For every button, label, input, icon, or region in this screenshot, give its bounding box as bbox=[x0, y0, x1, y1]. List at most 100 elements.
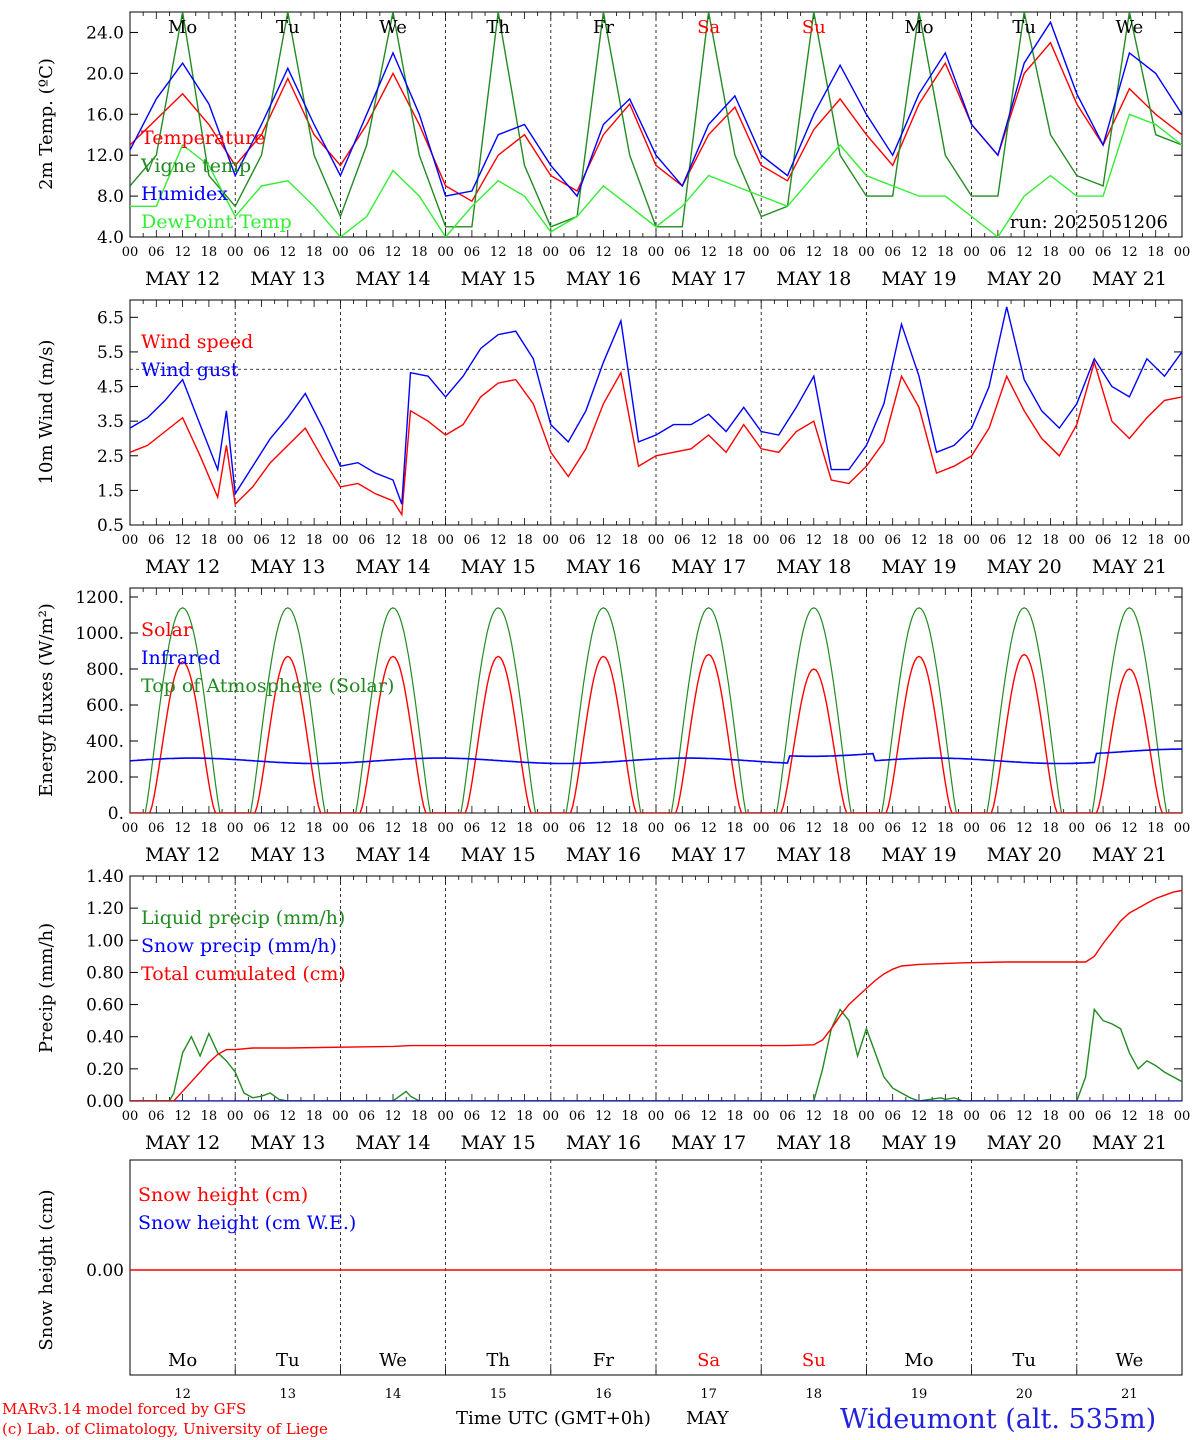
hour-tick-label: 06 bbox=[148, 245, 165, 260]
weekday-label: Tu bbox=[276, 17, 300, 38]
hour-tick-label: 18 bbox=[727, 1109, 744, 1124]
date-label: MAY 21 bbox=[1092, 1132, 1167, 1154]
hour-tick-label: 18 bbox=[516, 1109, 533, 1124]
hour-tick-label: 12 bbox=[806, 1109, 823, 1124]
hour-tick-label: 12 bbox=[911, 821, 928, 836]
hour-tick-label: 12 bbox=[1121, 821, 1138, 836]
date-label: MAY 16 bbox=[566, 556, 641, 578]
date-label: MAY 18 bbox=[776, 556, 851, 578]
hour-tick-label: 18 bbox=[621, 245, 638, 260]
hour-tick-label: 18 bbox=[1042, 245, 1059, 260]
hour-tick-label: 18 bbox=[832, 245, 849, 260]
hour-tick-label: 00 bbox=[753, 245, 770, 260]
day-number-label: 17 bbox=[700, 1387, 717, 1402]
date-label: MAY 20 bbox=[987, 844, 1062, 866]
hour-tick-label: 06 bbox=[884, 1109, 901, 1124]
legend-entry: DewPoint Temp bbox=[141, 211, 292, 233]
hour-tick-label: 06 bbox=[1095, 1109, 1112, 1124]
weekday-label: Su bbox=[802, 17, 826, 38]
hour-tick-label: 00 bbox=[753, 821, 770, 836]
hour-tick-label: 18 bbox=[621, 533, 638, 548]
day-number-label: 12 bbox=[174, 1387, 191, 1402]
plot-frame bbox=[129, 299, 1183, 526]
hour-tick-label: 06 bbox=[884, 245, 901, 260]
hour-tick-label: 12 bbox=[595, 1109, 612, 1124]
hour-tick-label: 06 bbox=[674, 1109, 691, 1124]
credit-line-1: MARv3.14 model forced by GFS bbox=[2, 1400, 246, 1418]
hour-tick-label: 06 bbox=[884, 821, 901, 836]
hour-tick-label: 06 bbox=[358, 1109, 375, 1124]
date-label: MAY 19 bbox=[881, 1132, 956, 1154]
y-tick-label: 0.00 bbox=[86, 1092, 124, 1112]
y-tick-label: 12.0 bbox=[86, 146, 124, 166]
hour-tick-label: 12 bbox=[911, 245, 928, 260]
y-tick-label: 0. bbox=[108, 804, 124, 824]
hour-tick-label: 00 bbox=[543, 245, 560, 260]
hour-tick-label: 12 bbox=[700, 245, 717, 260]
legend-entry: Humidex bbox=[141, 183, 228, 205]
date-label: MAY 14 bbox=[355, 1132, 430, 1154]
weekday-label: Mo bbox=[168, 17, 197, 38]
y-tick-label: 0.20 bbox=[86, 1060, 124, 1080]
hour-tick-label: 00 bbox=[543, 821, 560, 836]
y-tick-label: 1.20 bbox=[86, 899, 124, 919]
date-label: MAY 19 bbox=[881, 268, 956, 290]
y-tick-label: 0.80 bbox=[86, 963, 124, 983]
y-axis-label: Energy fluxes (W/m²) bbox=[36, 603, 57, 797]
hour-tick-label: 06 bbox=[674, 821, 691, 836]
hour-tick-label: 06 bbox=[148, 1109, 165, 1124]
hour-tick-label: 00 bbox=[858, 821, 875, 836]
hour-tick-label: 06 bbox=[253, 245, 270, 260]
date-label: MAY 17 bbox=[671, 1132, 746, 1154]
hour-tick-label: 18 bbox=[1042, 533, 1059, 548]
hour-tick-label: 18 bbox=[832, 533, 849, 548]
y-tick-label: 2.5 bbox=[97, 447, 124, 467]
hour-tick-label: 06 bbox=[148, 821, 165, 836]
y-tick-label: 6.5 bbox=[97, 308, 124, 328]
hour-tick-label: 12 bbox=[490, 821, 507, 836]
date-label: MAY 21 bbox=[1092, 268, 1167, 290]
hour-tick-label: 06 bbox=[674, 245, 691, 260]
legend-entry: Temperature bbox=[141, 127, 265, 149]
hour-tick-label: 00 bbox=[858, 1109, 875, 1124]
hour-tick-label: 18 bbox=[306, 533, 323, 548]
date-label: MAY 20 bbox=[987, 268, 1062, 290]
hour-tick-label: 06 bbox=[674, 533, 691, 548]
y-tick-label: 8.0 bbox=[97, 187, 124, 207]
hour-tick-label: 12 bbox=[806, 533, 823, 548]
hour-tick-label: 00 bbox=[753, 533, 770, 548]
hour-tick-label: 00 bbox=[227, 245, 244, 260]
hour-tick-label: 18 bbox=[201, 821, 218, 836]
weekday-label: Sa bbox=[697, 1350, 720, 1371]
hour-tick-label: 06 bbox=[464, 245, 481, 260]
weekday-label: We bbox=[379, 17, 407, 38]
hour-tick-label: 00 bbox=[753, 1109, 770, 1124]
y-tick-label: 400. bbox=[86, 732, 124, 752]
hour-tick-label: 12 bbox=[1121, 245, 1138, 260]
weekday-label: We bbox=[1116, 17, 1144, 38]
date-label: MAY 15 bbox=[461, 268, 536, 290]
legend-entry: Snow height (cm) bbox=[138, 1184, 308, 1206]
y-tick-label: 1.00 bbox=[86, 931, 124, 951]
weekday-label: Tu bbox=[1012, 17, 1036, 38]
hour-tick-label: 12 bbox=[385, 245, 402, 260]
date-label: MAY 12 bbox=[145, 556, 220, 578]
date-label: MAY 18 bbox=[776, 1132, 851, 1154]
x-axis-label: Time UTC (GMT+0h) bbox=[456, 1408, 651, 1429]
hour-tick-label: 00 bbox=[437, 1109, 454, 1124]
hour-tick-label: 12 bbox=[490, 245, 507, 260]
panel-3: 0. 200. 400. 600. 800. 1000. 1200. Energy fluxe… bbox=[36, 587, 1190, 866]
day-number-label: 15 bbox=[490, 1387, 507, 1402]
hour-tick-label: 06 bbox=[569, 245, 586, 260]
date-label: MAY 21 bbox=[1092, 844, 1167, 866]
hour-tick-label: 18 bbox=[832, 1109, 849, 1124]
y-tick-label: 24.0 bbox=[86, 23, 124, 43]
hour-tick-label: 00 bbox=[1069, 245, 1086, 260]
panel-2: 0.5 1.5 2.5 3.5 4.5 5.5 6.5 10m Wind (m/s) Wind … bbox=[36, 299, 1190, 578]
hour-tick-label: 00 bbox=[1069, 821, 1086, 836]
hour-tick-label: 12 bbox=[385, 821, 402, 836]
hour-tick-label: 18 bbox=[516, 821, 533, 836]
weekday-label: Fr bbox=[593, 1350, 614, 1371]
hour-tick-label: 12 bbox=[174, 533, 191, 548]
weekday-label: Th bbox=[486, 1350, 510, 1371]
